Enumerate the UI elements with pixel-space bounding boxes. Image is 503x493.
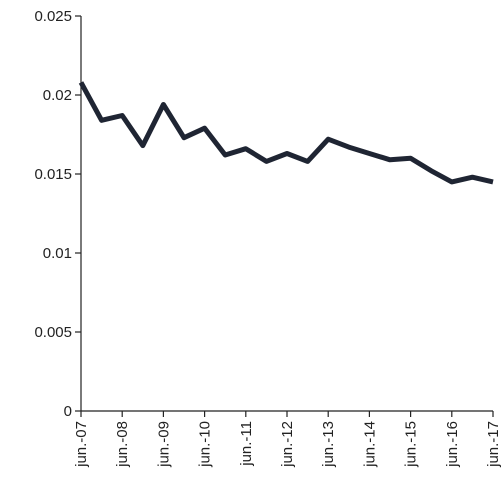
y-tick-label: 0.01 [43, 245, 72, 262]
x-tick-label: jun.-13 [320, 421, 337, 468]
y-tick-label: 0.025 [34, 8, 72, 25]
x-tick-label: jun.-11 [238, 421, 255, 467]
y-tick-label: 0.015 [34, 166, 72, 183]
y-tick-label: 0.005 [34, 324, 72, 341]
x-tick-label: jun.-09 [155, 421, 172, 468]
x-tick-label: jun.-10 [197, 421, 214, 468]
y-tick-label: 0 [64, 403, 72, 420]
x-tick-label: jun.-12 [279, 421, 296, 468]
series-group [78, 81, 494, 185]
series-line-0 [78, 81, 494, 185]
x-tick-label: jun.-17 [485, 421, 502, 468]
y-tick-label: 0.02 [43, 87, 72, 104]
x-tick-label: jun.-15 [403, 421, 420, 468]
x-axis: jun.-07 jun.-08 jun.-09 jun.-10 jun.-11 jun.-… [73, 410, 502, 468]
x-tick-label: jun.-07 [73, 421, 90, 468]
y-axis: 0 0.005 0.01 0.015 0.02 0.025 [34, 8, 82, 420]
x-tick-label: jun.-08 [114, 421, 131, 468]
x-tick-label: jun.-16 [444, 421, 461, 468]
x-tick-label: jun.-14 [361, 421, 378, 468]
